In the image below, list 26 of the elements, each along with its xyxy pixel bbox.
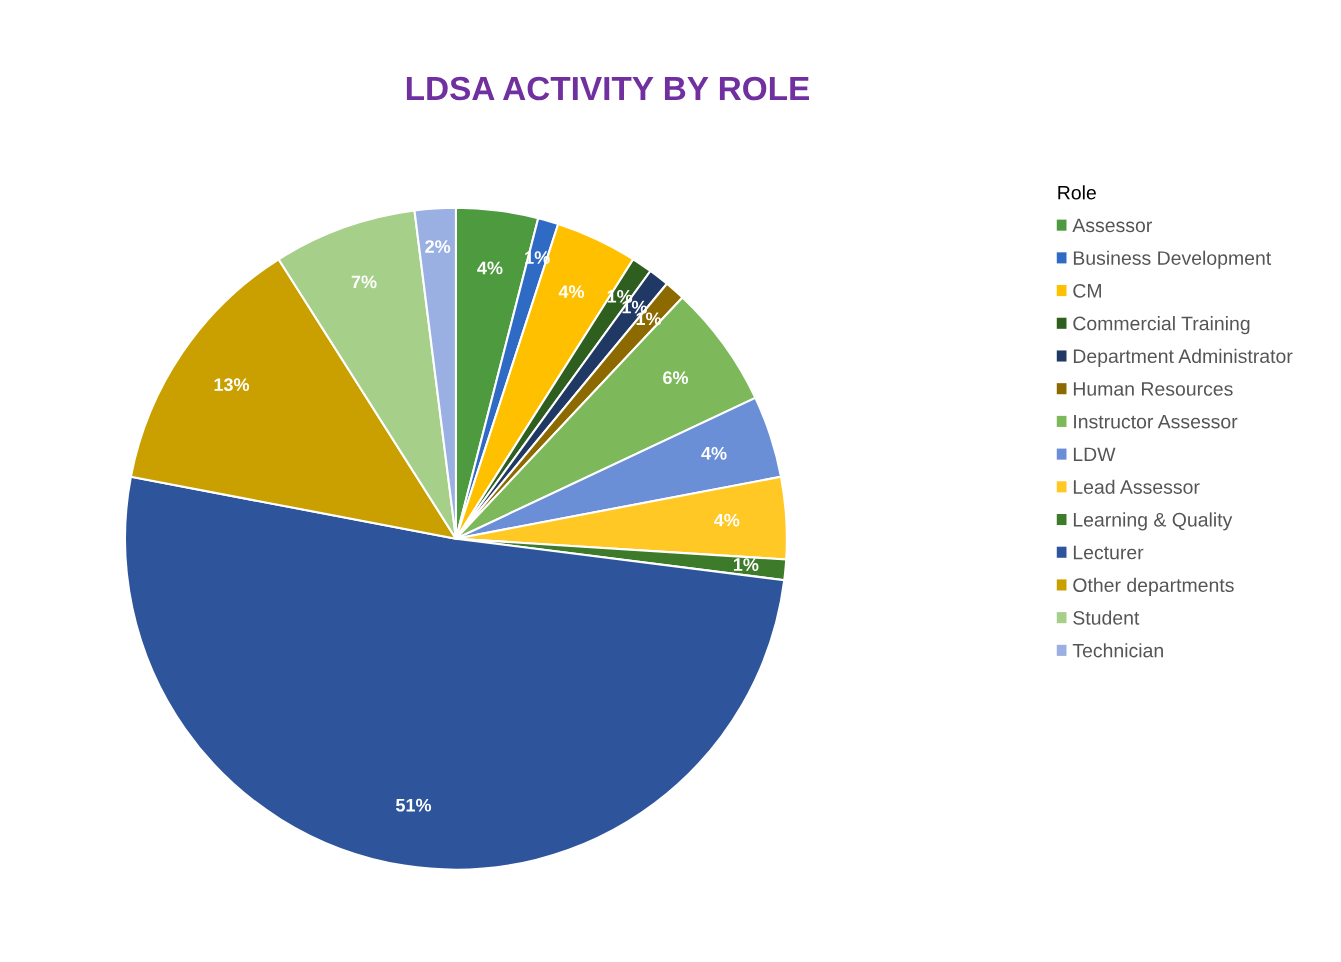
legend-label: Instructor Assessor: [1074, 414, 1238, 429]
legend-label: Technician: [1072, 643, 1163, 658]
legend-label: Lecturer: [1073, 545, 1144, 560]
data-label: 13%: [214, 378, 250, 392]
legend-label: Student: [1073, 610, 1140, 625]
legend-label: LDW: [1073, 447, 1116, 462]
data-label: 6%: [663, 371, 689, 385]
data-label: 4%: [477, 261, 503, 275]
data-label: 4%: [713, 513, 740, 527]
data-label: 1%: [733, 558, 759, 571]
legend-label: Lead Assessor: [1073, 479, 1200, 494]
legend-label: Human Resources: [1073, 382, 1233, 396]
legend-label: Learning & Quality: [1073, 512, 1233, 531]
legend-title: Role: [1058, 185, 1096, 200]
data-label: 4%: [701, 446, 727, 460]
data-label: 4%: [558, 285, 585, 298]
legend-label: Business Development: [1073, 250, 1272, 269]
legend-label: CM: [1073, 283, 1101, 298]
data-label: 2%: [425, 240, 451, 253]
legend-label: Assessor: [1072, 218, 1152, 233]
legend-label: Other departments: [1073, 577, 1234, 596]
data-label: 51%: [395, 798, 432, 812]
chart-title: LDSA ACTIVITY BY ROLE: [406, 76, 809, 101]
legend-label: Department Administrator: [1073, 348, 1293, 367]
data-label: 7%: [351, 275, 377, 289]
legend-label: Commercial Training: [1073, 316, 1250, 335]
